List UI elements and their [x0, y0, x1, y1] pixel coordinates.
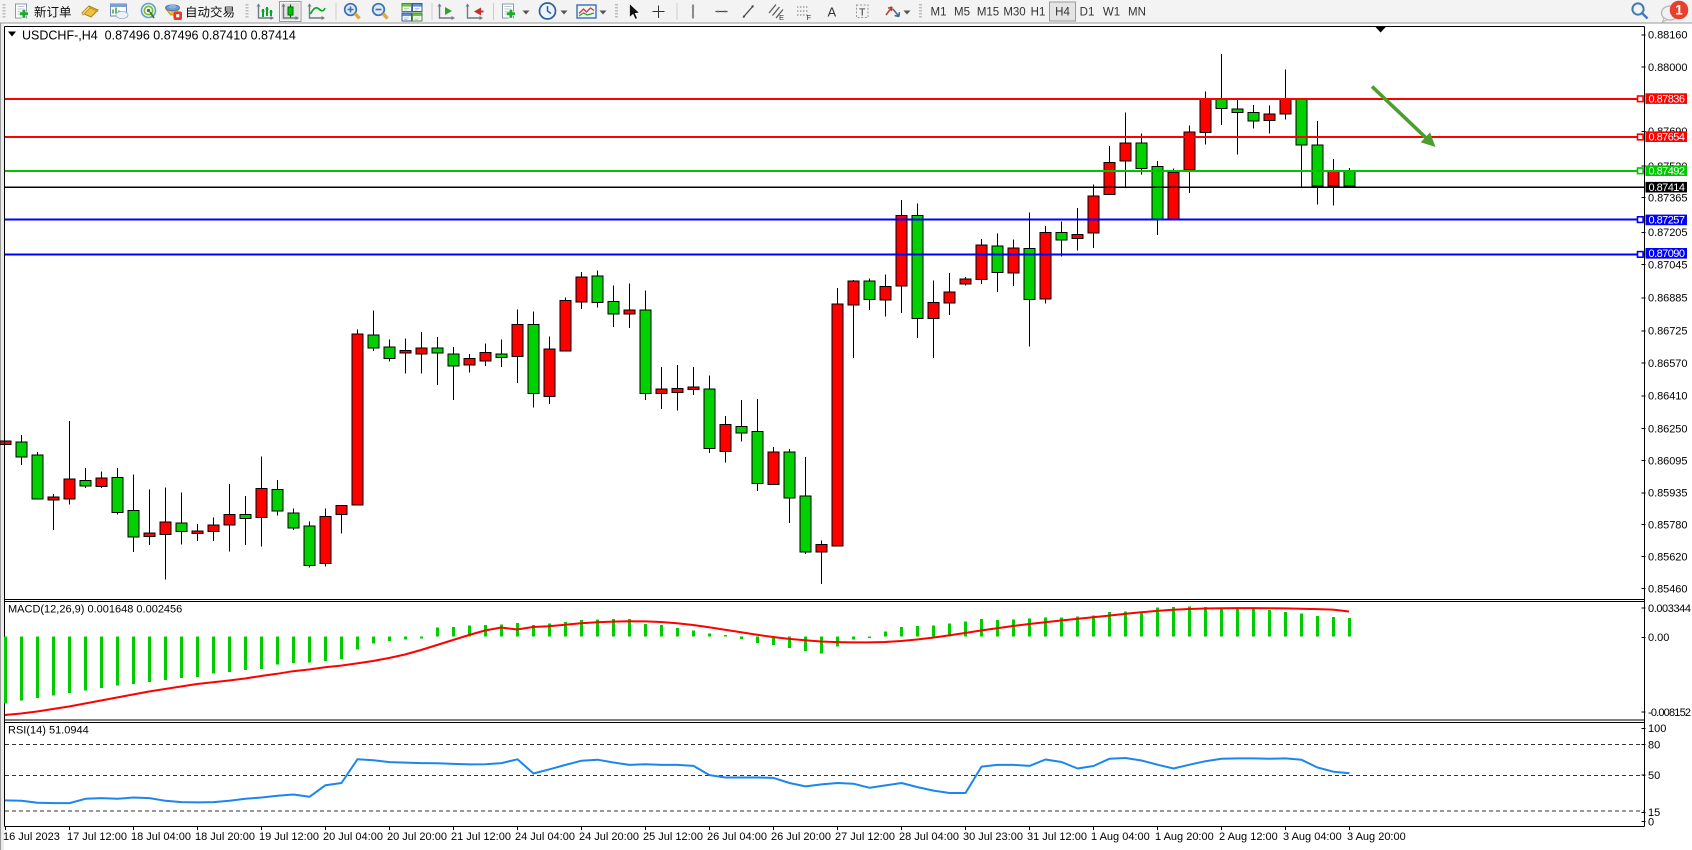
svg-text:0.86725: 0.86725 [1648, 326, 1688, 338]
svg-text:20 Jul 20:00: 20 Jul 20:00 [387, 831, 447, 843]
svg-text:0.87045: 0.87045 [1648, 259, 1688, 271]
svg-text:0.86095: 0.86095 [1648, 455, 1688, 467]
svg-text:0.87414: 0.87414 [1649, 182, 1686, 194]
svg-text:0: 0 [1648, 817, 1654, 829]
svg-text:0.85460: 0.85460 [1648, 583, 1688, 595]
svg-text:-0.008152: -0.008152 [1648, 707, 1691, 719]
svg-text:RSI(14) 51.0944: RSI(14) 51.0944 [8, 725, 89, 737]
svg-text:19 Jul 12:00: 19 Jul 12:00 [259, 831, 319, 843]
svg-text:0.003344: 0.003344 [1648, 603, 1691, 615]
svg-text:100: 100 [1648, 723, 1666, 735]
svg-text:0.85620: 0.85620 [1648, 551, 1688, 563]
svg-text:26 Jul 20:00: 26 Jul 20:00 [771, 831, 831, 843]
svg-text:31 Jul 12:00: 31 Jul 12:00 [1027, 831, 1087, 843]
svg-text:0.88000: 0.88000 [1648, 62, 1688, 74]
svg-text:M5: M5 [954, 7, 970, 19]
svg-text:0.87654: 0.87654 [1649, 132, 1686, 144]
svg-text:0.87365: 0.87365 [1648, 192, 1688, 204]
svg-text:F: F [807, 13, 812, 22]
svg-text:H1: H1 [1031, 7, 1046, 19]
svg-text:0.86410: 0.86410 [1648, 391, 1688, 403]
svg-text:M30: M30 [1003, 7, 1025, 19]
svg-text:28 Jul 04:00: 28 Jul 04:00 [899, 831, 959, 843]
svg-text:1 Aug 20:00: 1 Aug 20:00 [1155, 831, 1214, 843]
svg-text:24 Jul 04:00: 24 Jul 04:00 [515, 831, 575, 843]
svg-text:1 Aug 04:00: 1 Aug 04:00 [1091, 831, 1150, 843]
svg-text:2 Aug 12:00: 2 Aug 12:00 [1219, 831, 1278, 843]
svg-text:20 Jul 04:00: 20 Jul 04:00 [323, 831, 383, 843]
svg-text:0.85780: 0.85780 [1648, 519, 1688, 531]
svg-text:0.87257: 0.87257 [1649, 215, 1686, 227]
svg-text:USDCHF-,H4 0.87496 0.87496 0.: USDCHF-,H4 0.87496 0.87496 0.87410 0.874… [22, 29, 296, 43]
svg-text:MACD(12,26,9) 0.001648 0.00245: MACD(12,26,9) 0.001648 0.002456 [8, 604, 182, 616]
svg-text:H4: H4 [1055, 7, 1070, 19]
svg-text:26 Jul 04:00: 26 Jul 04:00 [707, 831, 767, 843]
svg-text:0.87492: 0.87492 [1649, 166, 1686, 178]
svg-text:0.87205: 0.87205 [1648, 227, 1688, 239]
svg-text:24 Jul 20:00: 24 Jul 20:00 [579, 831, 639, 843]
svg-text:M1: M1 [931, 7, 947, 19]
svg-text:3 Aug 20:00: 3 Aug 20:00 [1347, 831, 1406, 843]
svg-text:25 Jul 12:00: 25 Jul 12:00 [643, 831, 703, 843]
svg-text:0.86885: 0.86885 [1648, 293, 1688, 305]
svg-text:1: 1 [1675, 3, 1683, 18]
svg-text:21 Jul 12:00: 21 Jul 12:00 [451, 831, 511, 843]
svg-text:0.86570: 0.86570 [1648, 358, 1688, 370]
svg-text:0.00: 0.00 [1648, 632, 1669, 644]
svg-text:0.87836: 0.87836 [1649, 93, 1686, 105]
svg-text:T: T [859, 7, 866, 19]
svg-text:E: E [779, 13, 784, 22]
svg-text:MN: MN [1128, 7, 1146, 19]
svg-text:18 Jul 04:00: 18 Jul 04:00 [131, 831, 191, 843]
svg-text:3 Aug 04:00: 3 Aug 04:00 [1283, 831, 1342, 843]
svg-text:W1: W1 [1103, 7, 1120, 19]
svg-text:18 Jul 20:00: 18 Jul 20:00 [195, 831, 255, 843]
svg-text:D1: D1 [1080, 7, 1095, 19]
svg-text:0.87090: 0.87090 [1649, 248, 1686, 260]
svg-text:0.88160: 0.88160 [1648, 30, 1688, 42]
svg-text:80: 80 [1648, 740, 1660, 752]
svg-text:50: 50 [1648, 770, 1660, 782]
svg-text:15: 15 [1648, 807, 1660, 819]
svg-text:17 Jul 12:00: 17 Jul 12:00 [67, 831, 127, 843]
svg-text:30 Jul 23:00: 30 Jul 23:00 [963, 831, 1023, 843]
svg-text:27 Jul 12:00: 27 Jul 12:00 [835, 831, 895, 843]
svg-text:16 Jul 2023: 16 Jul 2023 [3, 831, 60, 843]
svg-text:0.86250: 0.86250 [1648, 423, 1688, 435]
svg-text:0.85935: 0.85935 [1648, 488, 1688, 500]
svg-text:A: A [828, 5, 837, 20]
svg-text:M15: M15 [977, 7, 999, 19]
